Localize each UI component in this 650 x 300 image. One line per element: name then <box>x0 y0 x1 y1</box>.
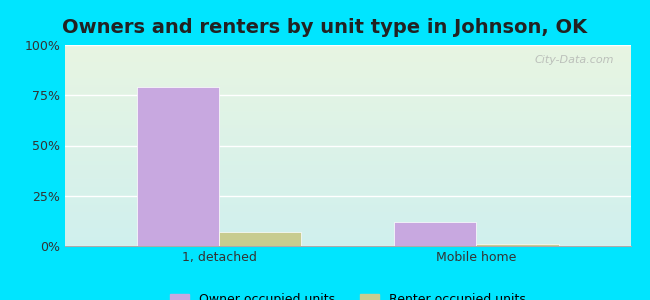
Text: Owners and renters by unit type in Johnson, OK: Owners and renters by unit type in Johns… <box>62 18 588 37</box>
Bar <box>394 222 476 246</box>
Legend: Owner occupied units, Renter occupied units: Owner occupied units, Renter occupied un… <box>165 288 530 300</box>
Bar <box>476 244 558 246</box>
Bar <box>137 87 219 246</box>
Text: City-Data.com: City-Data.com <box>534 55 614 65</box>
Bar <box>219 232 302 246</box>
